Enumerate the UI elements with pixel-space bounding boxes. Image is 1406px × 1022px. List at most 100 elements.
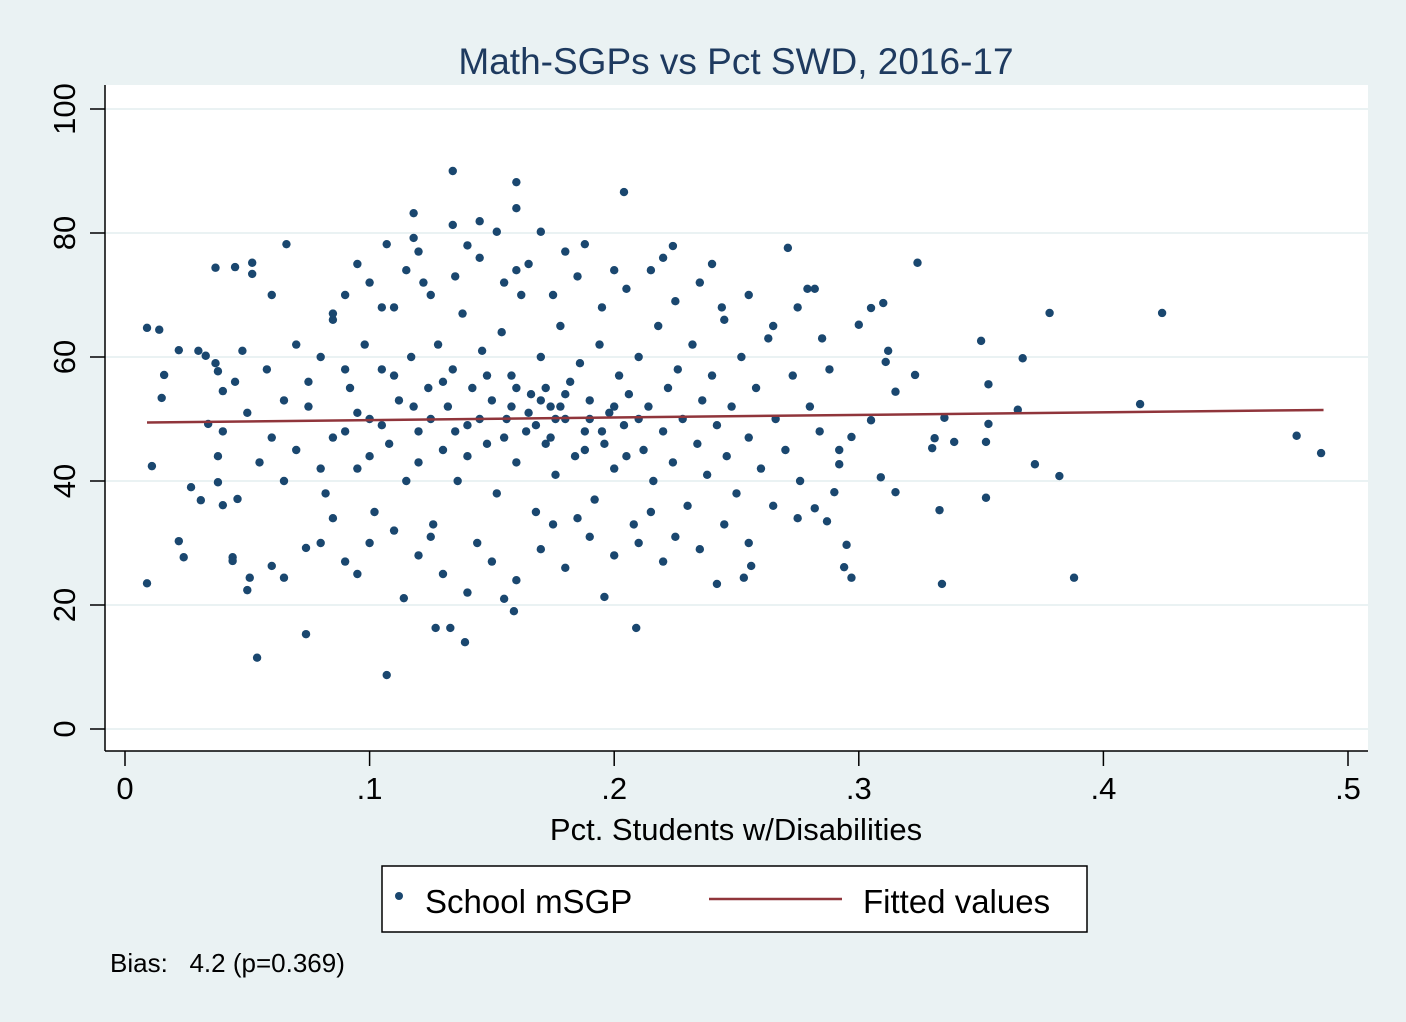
data-point xyxy=(517,290,526,300)
data-point xyxy=(468,383,477,393)
data-point xyxy=(282,239,291,249)
legend: School mSGP Fitted values xyxy=(381,865,1088,933)
data-point xyxy=(406,352,416,362)
data-point xyxy=(536,545,546,554)
data-point xyxy=(835,460,844,469)
data-point xyxy=(561,563,570,572)
data-point xyxy=(238,346,247,355)
data-point xyxy=(340,365,350,374)
data-point xyxy=(179,553,188,562)
data-point xyxy=(267,561,276,571)
data-point xyxy=(835,445,844,455)
data-point xyxy=(414,458,423,467)
data-point xyxy=(448,220,457,230)
data-point xyxy=(524,259,533,269)
data-point xyxy=(448,166,457,176)
y-tick-label: 100 xyxy=(47,83,82,135)
y-tick-label: 20 xyxy=(47,588,82,622)
data-point xyxy=(981,493,991,502)
data-point xyxy=(622,284,631,293)
axes xyxy=(104,85,1368,752)
data-point xyxy=(1157,308,1167,318)
data-point xyxy=(727,402,736,411)
data-point xyxy=(353,408,362,417)
data-point xyxy=(793,303,802,312)
data-point xyxy=(419,278,428,287)
data-point xyxy=(866,303,876,313)
data-point xyxy=(512,458,521,467)
data-point xyxy=(619,421,629,430)
data-point xyxy=(424,383,433,393)
data-point xyxy=(536,396,546,405)
data-point xyxy=(431,623,440,633)
data-point xyxy=(451,427,460,436)
data-point xyxy=(402,476,411,486)
data-point xyxy=(940,413,949,422)
data-point xyxy=(570,452,580,461)
data-point xyxy=(1069,573,1079,582)
data-point xyxy=(668,241,678,251)
data-point xyxy=(722,452,731,461)
data-point xyxy=(764,334,773,343)
data-point xyxy=(803,284,812,293)
data-point xyxy=(482,439,492,448)
y-tick-label: 40 xyxy=(47,464,82,498)
data-point xyxy=(155,325,164,334)
data-point xyxy=(712,579,722,589)
x-tick-label: .5 xyxy=(1335,771,1361,806)
data-point xyxy=(402,266,411,275)
data-point xyxy=(610,464,619,473)
bias-annotation: Bias: 4.2 (p=0.369) xyxy=(110,948,345,978)
data-point xyxy=(976,336,986,346)
data-point xyxy=(930,434,939,443)
data-point xyxy=(683,501,692,510)
data-point xyxy=(585,532,594,541)
data-point xyxy=(913,258,922,267)
data-point xyxy=(575,359,585,368)
data-point xyxy=(695,278,705,287)
data-point xyxy=(316,352,325,362)
data-point xyxy=(304,402,313,411)
legend-marker-points xyxy=(395,892,403,900)
data-point xyxy=(707,259,717,269)
data-point xyxy=(548,290,558,300)
data-point xyxy=(438,377,448,386)
data-point xyxy=(463,421,472,430)
data-point xyxy=(935,505,944,515)
data-point xyxy=(580,427,590,436)
data-point xyxy=(213,478,223,487)
data-point xyxy=(292,445,301,455)
data-point xyxy=(507,402,516,411)
data-point xyxy=(499,594,509,603)
scatter-points xyxy=(142,166,1326,680)
data-point xyxy=(1055,471,1064,481)
data-point xyxy=(541,439,550,448)
legend-label-fit: Fitted values xyxy=(863,883,1050,920)
data-point xyxy=(353,259,362,269)
data-point xyxy=(301,543,311,553)
data-point xyxy=(460,638,470,647)
data-point xyxy=(717,303,727,312)
data-point xyxy=(475,253,484,262)
data-point xyxy=(854,320,863,329)
data-point xyxy=(671,297,680,306)
data-point xyxy=(399,593,409,603)
data-point xyxy=(1045,308,1054,318)
data-point xyxy=(732,489,741,498)
data-point xyxy=(196,496,206,505)
data-point xyxy=(815,427,824,436)
data-point xyxy=(671,532,680,541)
data-point xyxy=(174,345,184,355)
data-point xyxy=(600,439,609,448)
data-point xyxy=(825,365,834,374)
data-point xyxy=(707,371,717,380)
data-point xyxy=(267,290,276,300)
data-point xyxy=(712,421,722,430)
data-point xyxy=(243,408,252,417)
x-tick-label: .3 xyxy=(846,771,872,806)
data-point xyxy=(142,579,152,588)
data-point xyxy=(822,517,832,526)
data-point xyxy=(746,561,756,571)
x-tick-label: .4 xyxy=(1090,771,1116,806)
y-tick-label: 80 xyxy=(47,216,82,250)
